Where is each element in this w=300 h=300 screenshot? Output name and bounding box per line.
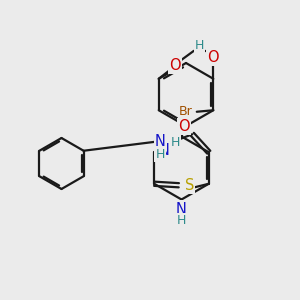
Text: H: H [170, 136, 180, 149]
Text: N: N [158, 143, 169, 158]
Text: S: S [184, 178, 194, 193]
Text: N: N [155, 134, 166, 148]
Text: H: H [195, 39, 205, 52]
Text: O: O [208, 50, 219, 64]
Text: O: O [178, 119, 190, 134]
Text: Br: Br [178, 105, 192, 118]
Text: O: O [169, 58, 181, 73]
Text: H: H [177, 214, 186, 227]
Text: H: H [155, 148, 165, 160]
Text: N: N [176, 202, 187, 217]
